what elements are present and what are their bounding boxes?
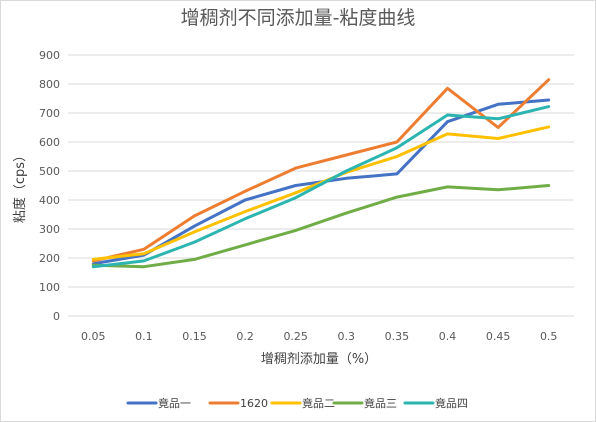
- y-axis-label: 粘度（cps）: [12, 149, 28, 223]
- legend-label: 竟品二: [302, 397, 335, 410]
- y-tick-label: 200: [39, 252, 60, 265]
- x-axis-label: 增稠剂添加量（%）: [261, 352, 377, 367]
- y-tick-label: 400: [39, 194, 60, 207]
- x-axis-ticks: 0.05 0.1 0.15 0.2 0.25 0.3 0.35 0.4 0.45 0.5: [81, 330, 557, 343]
- legend-label: 竟品四: [435, 397, 468, 410]
- x-tick-label: 0.1: [135, 330, 153, 343]
- y-tick-label: 500: [39, 165, 60, 178]
- y-tick-label: 900: [39, 49, 60, 62]
- x-tick-label: 0.15: [182, 330, 207, 343]
- chart-title: 增稠剂不同添加量-粘度曲线: [181, 7, 416, 29]
- series-lines: [91, 78, 551, 269]
- legend-label: 竟品一: [158, 397, 191, 410]
- series-line-2: [91, 78, 551, 263]
- legend-label: 1620: [240, 397, 268, 410]
- series-line-4: [91, 184, 551, 269]
- x-tick-label: 0.25: [283, 330, 308, 343]
- x-tick-label: 0.2: [236, 330, 254, 343]
- x-tick-label: 0.5: [540, 330, 558, 343]
- x-tick-label: 0.45: [486, 330, 511, 343]
- y-tick-label: 800: [39, 78, 60, 91]
- y-tick-label: 300: [39, 223, 60, 236]
- series-line-3: [91, 125, 551, 261]
- x-tick-label: 0.05: [81, 330, 106, 343]
- series-line-5: [91, 105, 551, 269]
- x-tick-label: 0.3: [338, 330, 356, 343]
- y-tick-label: 0: [53, 310, 60, 323]
- x-tick-label: 0.4: [439, 330, 457, 343]
- legend-label: 竟品三: [364, 397, 397, 410]
- legend: 竟品一 1620 竟品二 竟品三 竟品四: [126, 397, 468, 410]
- y-tick-label: 600: [39, 136, 60, 149]
- y-tick-label: 100: [39, 281, 60, 294]
- y-tick-label: 700: [39, 107, 60, 120]
- x-tick-label: 0.35: [385, 330, 410, 343]
- y-axis-ticks: 0 100 200 300 400 500 600 700 800 900: [39, 49, 60, 323]
